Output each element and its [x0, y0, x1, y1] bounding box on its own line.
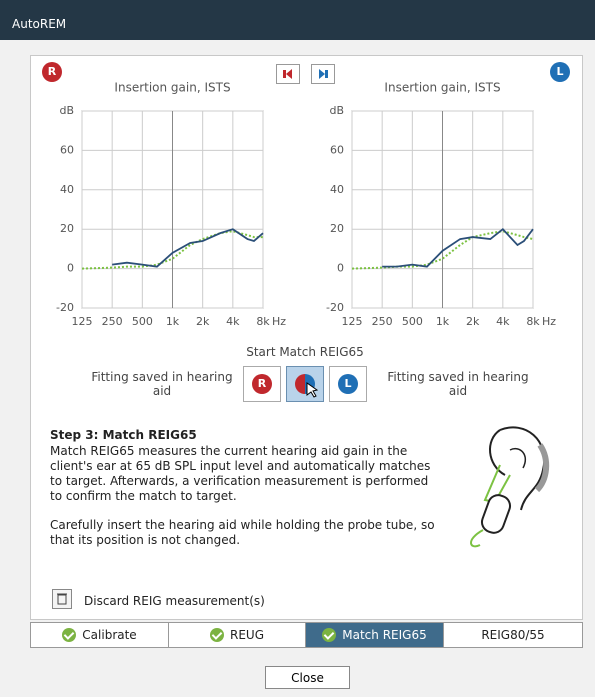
- step-text: Match REIG65 measures the current hearin…: [50, 444, 442, 504]
- x-tick-label: 4k: [496, 315, 510, 328]
- x-tick-label: 250: [102, 315, 123, 328]
- y-tick-label: 60: [330, 143, 344, 156]
- tab-label: REIG80/55: [481, 628, 544, 642]
- button-label: R: [252, 374, 272, 394]
- tab[interactable]: REUG: [168, 622, 306, 648]
- y-tick-label: -20: [56, 301, 74, 314]
- step-title: Step 3: Match REIG65: [50, 428, 197, 442]
- match-left-button[interactable]: L: [329, 366, 367, 402]
- status-text: Fitting saved in hearing aid: [378, 370, 538, 398]
- y-tick-label: 20: [330, 222, 344, 235]
- x-tick-label: 500: [132, 315, 153, 328]
- x-tick-label: 8k: [526, 315, 540, 328]
- y-tick-label: 0: [67, 262, 74, 275]
- y-tick-label: dB: [329, 104, 344, 117]
- check-icon: [210, 628, 224, 642]
- x-tick-label: 500: [402, 315, 423, 328]
- y-tick-label: 20: [60, 222, 74, 235]
- chart: Insertion gain, ISTS -20 0 20 40 60 dB 125 250 50…: [305, 78, 570, 336]
- y-tick-label: -20: [326, 301, 344, 314]
- match-right-button[interactable]: R: [243, 366, 281, 402]
- x-tick-label: 2k: [196, 315, 210, 328]
- x-tick-label: 1k: [436, 315, 450, 328]
- x-tick-label: 2k: [466, 315, 480, 328]
- tab[interactable]: Match REIG65: [305, 622, 444, 648]
- button-label: L: [338, 374, 358, 394]
- x-tick-label: 250: [372, 315, 393, 328]
- icon: [53, 590, 71, 608]
- chart-title: Insertion gain, ISTS: [114, 81, 230, 95]
- x-tick-label: 4k: [226, 315, 240, 328]
- x-tick-label: 125: [342, 315, 363, 328]
- x-tick-label: 1k: [166, 315, 180, 328]
- match-label: Start Match REIG65: [200, 345, 410, 359]
- y-tick-label: 0: [337, 262, 344, 275]
- chart: Insertion gain, ISTS -20 0 20 40 60 dB 125 250 50…: [35, 78, 300, 336]
- step-text: Carefully insert the hearing aid while h…: [50, 518, 442, 548]
- tab-label: Calibrate: [82, 628, 136, 642]
- icon: [287, 367, 323, 401]
- discard-label[interactable]: Discard REIG measurement(s): [84, 594, 265, 608]
- close-button[interactable]: Close: [265, 666, 350, 689]
- match-both-button[interactable]: [286, 366, 324, 402]
- y-tick-label: 40: [330, 183, 344, 196]
- x-tick-label: 125: [72, 315, 93, 328]
- status-text: Fitting saved in hearing aid: [82, 370, 242, 398]
- y-tick-label: 40: [60, 183, 74, 196]
- trash-button[interactable]: [52, 589, 72, 609]
- tab-label: Match REIG65: [342, 628, 426, 642]
- y-tick-label: dB: [59, 104, 74, 117]
- x-axis-label: Hz: [542, 315, 556, 328]
- x-axis-label: Hz: [272, 315, 286, 328]
- check-icon: [62, 628, 76, 642]
- ear-illustration: [455, 420, 555, 555]
- tab[interactable]: Calibrate: [30, 622, 169, 648]
- tab[interactable]: REIG80/55: [443, 622, 583, 648]
- tab-label: REUG: [230, 628, 264, 642]
- chart-title: Insertion gain, ISTS: [384, 81, 500, 95]
- window: AutoREM R L Insertion gain, ISTS -20 0 20 40…: [0, 0, 595, 697]
- check-icon: [322, 628, 336, 642]
- x-tick-label: 8k: [256, 315, 270, 328]
- y-tick-label: 60: [60, 143, 74, 156]
- window-title: AutoREM: [0, 0, 595, 40]
